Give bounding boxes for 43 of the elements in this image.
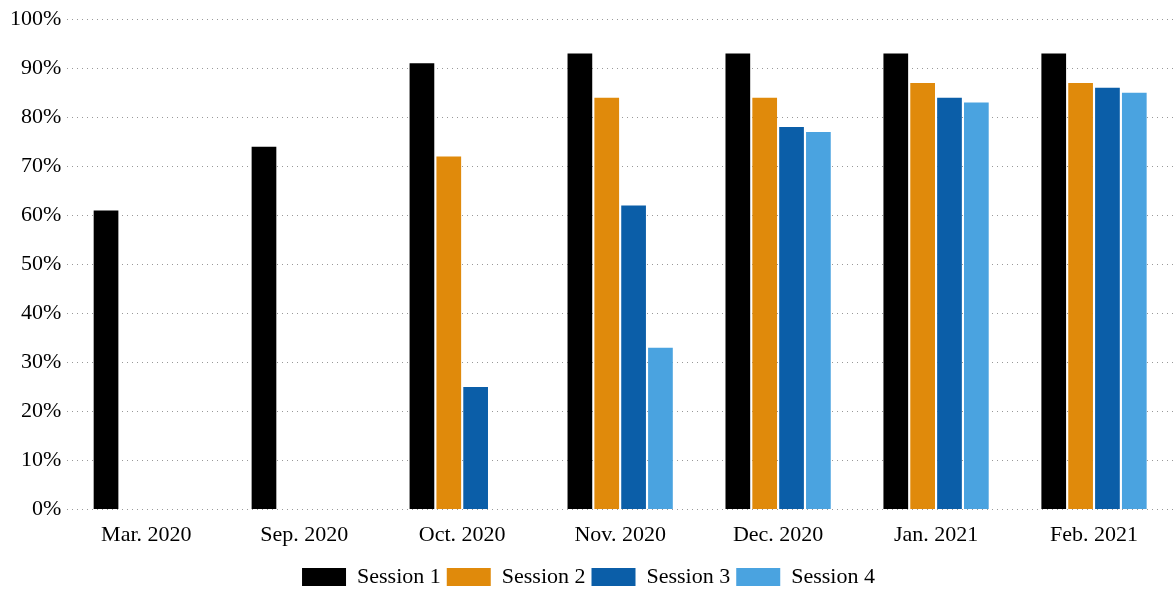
bar: [1041, 53, 1067, 510]
y-tick-label: 80%: [21, 103, 62, 129]
bar: [1068, 82, 1093, 510]
bar: [409, 63, 435, 510]
bar: [806, 131, 831, 510]
y-tick-label: 30%: [21, 348, 62, 374]
bar: [251, 146, 277, 510]
bar: [436, 156, 462, 510]
bar: [463, 387, 488, 510]
bar: [93, 210, 119, 510]
y-tick-label: 70%: [21, 152, 62, 178]
x-tick-label: Sep. 2020: [260, 520, 349, 546]
bar: [621, 205, 646, 510]
y-tick-label: 10%: [21, 446, 62, 472]
bar: [1121, 92, 1147, 510]
y-tick-label: 60%: [21, 201, 62, 227]
x-tick-label: Mar. 2020: [101, 520, 192, 546]
y-tick-label: 20%: [21, 397, 62, 423]
bar: [594, 97, 620, 510]
y-tick-label: 90%: [21, 54, 62, 80]
bar: [779, 127, 804, 510]
x-tick-label: Nov. 2020: [574, 520, 666, 546]
y-tick-label: 40%: [21, 299, 62, 325]
legend-label: Session 3: [646, 562, 731, 588]
bar: [910, 82, 935, 510]
bar: [937, 97, 962, 510]
bar: [648, 347, 673, 510]
bar: [725, 53, 751, 510]
bar: [752, 97, 778, 510]
legend-label: Session 1: [357, 562, 441, 588]
y-tick-label: 50%: [21, 250, 62, 276]
x-tick-label: Feb. 2021: [1050, 520, 1139, 546]
x-tick-label: Dec. 2020: [732, 520, 824, 546]
x-tick-label: Jan. 2021: [893, 520, 979, 546]
bar: [1095, 87, 1120, 510]
bar: [883, 53, 909, 510]
x-tick-label: Oct. 2020: [418, 520, 506, 546]
legend-label: Session 4: [791, 562, 875, 588]
bar: [567, 53, 593, 510]
bar: [964, 102, 989, 510]
y-tick-label: 100%: [10, 4, 62, 30]
legend-label: Session 2: [501, 562, 586, 588]
y-tick-label: 0%: [32, 495, 62, 521]
